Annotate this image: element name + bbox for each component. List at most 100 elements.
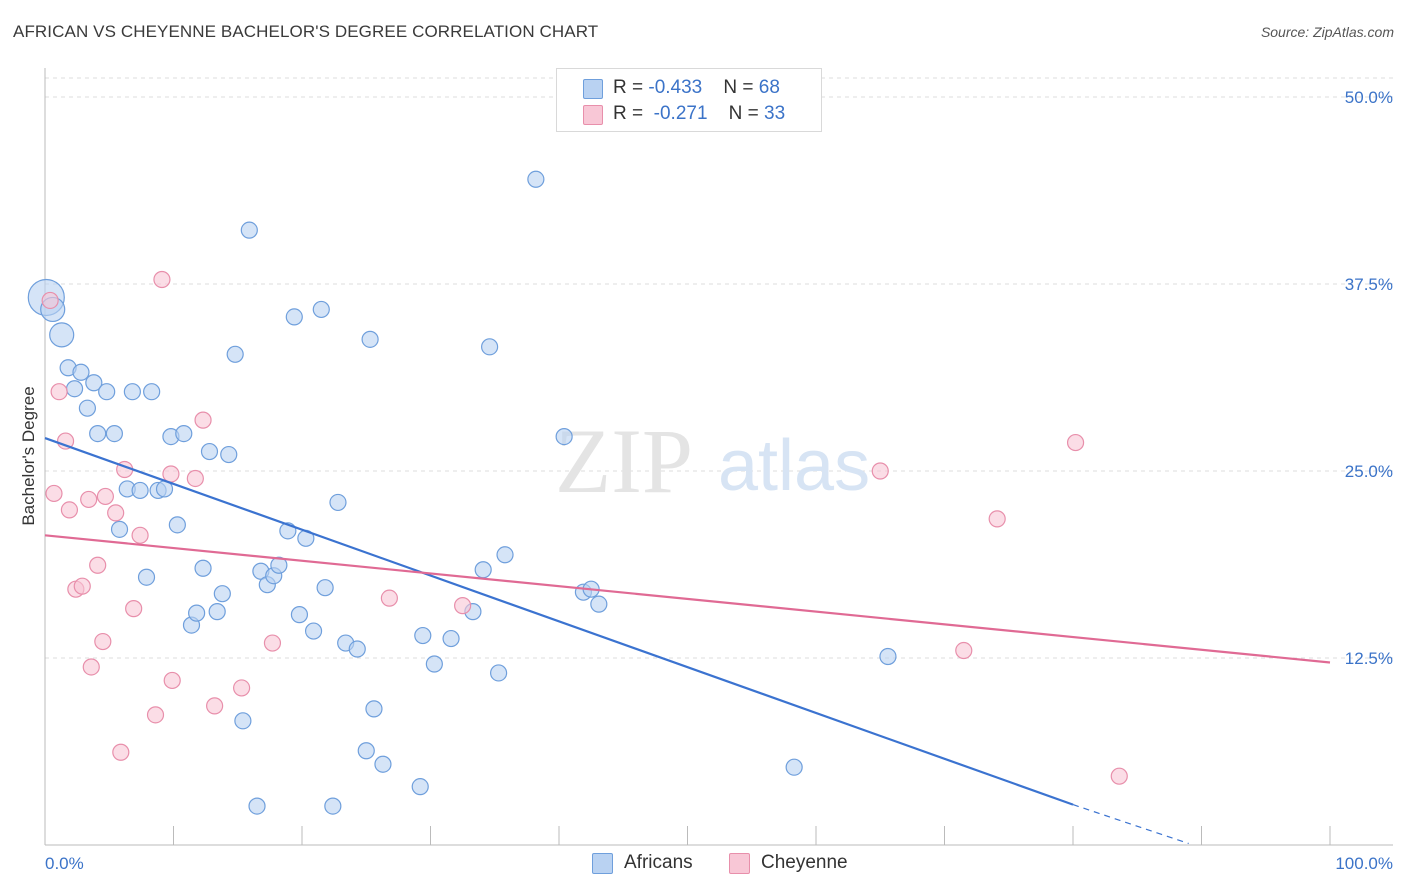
african-point xyxy=(442,629,460,648)
african-point xyxy=(175,425,193,443)
african-point xyxy=(226,345,244,363)
african-point xyxy=(474,561,492,579)
africans-legend-swatch xyxy=(592,853,613,874)
cheyenne-point xyxy=(194,411,212,429)
african-point xyxy=(285,308,303,326)
african-point xyxy=(49,322,75,348)
cheyenne-point xyxy=(89,556,107,574)
watermark: ZIP atlas xyxy=(555,410,870,512)
cheyenne-point xyxy=(82,658,100,676)
cheyenne-point xyxy=(186,469,204,488)
stats-legend: R = -0.433 N = 68 R = -0.271 N = 33 xyxy=(556,68,822,132)
cheyenne-point xyxy=(955,641,973,660)
african-point xyxy=(143,383,161,401)
african-point xyxy=(374,755,392,773)
cheyenne-legend-swatch xyxy=(729,853,750,874)
african-point xyxy=(481,338,499,356)
legend-cheyenne-text: R = -0.271 N = 33 xyxy=(613,103,785,125)
cheyenne-point xyxy=(73,577,91,595)
r-label: R = xyxy=(613,103,649,124)
african-point xyxy=(490,664,508,682)
cheyenne-point xyxy=(41,291,59,310)
y-axis-label: Bachelor's Degree xyxy=(19,386,38,525)
african-point xyxy=(200,442,219,461)
african-point xyxy=(329,493,347,512)
x-tick-label: 0.0% xyxy=(45,854,84,873)
cheyenne-point xyxy=(206,697,224,715)
african-point xyxy=(131,481,149,500)
cheyenne-point xyxy=(125,600,143,618)
african-point xyxy=(316,579,334,597)
cheyenne-legend-label: Cheyenne xyxy=(761,852,848,873)
cheyenne-point xyxy=(1110,767,1128,785)
x-tick-label: 100.0% xyxy=(1335,854,1393,873)
african-point xyxy=(213,585,231,603)
african-point xyxy=(414,626,432,645)
africans-legend-label: Africans xyxy=(624,852,693,873)
african-point xyxy=(110,520,129,538)
african-point xyxy=(123,383,141,401)
african-point xyxy=(220,445,238,464)
cheyenne-point xyxy=(107,504,125,522)
african-point xyxy=(137,568,156,586)
cheyenne-point xyxy=(45,484,63,503)
n-label: N = xyxy=(723,77,759,98)
african-point xyxy=(208,603,226,621)
cheyenne-point xyxy=(153,270,171,289)
africans-swatch xyxy=(583,79,603,99)
african-point xyxy=(365,700,383,718)
african-point xyxy=(312,300,330,319)
african-point xyxy=(270,556,288,574)
african-point xyxy=(98,383,116,401)
cheyenne-point xyxy=(454,597,472,615)
cheyenne-point xyxy=(146,706,165,724)
african-point xyxy=(324,797,342,815)
n-label: N = xyxy=(728,103,765,124)
grid-layer xyxy=(45,77,1393,659)
y-tick-label: 25.0% xyxy=(1345,462,1393,481)
cheyenne-point xyxy=(163,671,181,690)
cheyenne-point xyxy=(60,501,79,519)
cheyenne-point xyxy=(112,743,130,761)
african-point xyxy=(290,606,309,624)
cheyenne-point xyxy=(380,589,398,607)
r-value: -0.271 xyxy=(653,103,708,124)
african-point xyxy=(361,330,379,348)
african-point xyxy=(304,622,323,640)
african-point xyxy=(72,363,90,381)
axis-layer: 12.5% 25.0% 37.5% 50.0% 0.0% 100.0% xyxy=(44,68,1393,873)
cheyenne-point xyxy=(131,526,149,544)
y-tick-label: 50.0% xyxy=(1345,88,1393,107)
legend-africans-text: R = -0.433 N = 68 xyxy=(613,77,780,99)
african-point xyxy=(425,655,443,673)
trend-layer xyxy=(44,437,1331,845)
cheyenne-point xyxy=(50,383,68,401)
african-point xyxy=(78,399,97,417)
cheyenne-point xyxy=(233,679,251,697)
cheyenne-point xyxy=(80,490,98,509)
cheyenne-point xyxy=(96,487,114,506)
african-point xyxy=(188,604,206,622)
africans-trend-extension xyxy=(1072,804,1189,845)
african-point xyxy=(555,427,573,446)
african-point xyxy=(496,546,514,564)
cheyenne-swatch xyxy=(583,105,603,125)
african-point xyxy=(527,170,545,188)
african-point xyxy=(105,425,123,443)
african-point xyxy=(194,559,212,577)
y-tick-label: 37.5% xyxy=(1345,275,1393,294)
african-point xyxy=(879,647,897,666)
african-point xyxy=(411,778,429,796)
cheyenne-point xyxy=(162,465,180,483)
african-point xyxy=(357,742,375,760)
cheyenne-trend-line xyxy=(44,534,1331,664)
cheyenne-point xyxy=(94,632,112,651)
african-point xyxy=(348,640,366,658)
african-point xyxy=(85,374,103,392)
y-tick-label: 12.5% xyxy=(1345,649,1393,668)
source-label: Source: ZipAtlas.com xyxy=(1260,24,1394,40)
african-point xyxy=(248,797,266,815)
points-layer xyxy=(27,170,1128,815)
cheyenne-point xyxy=(871,462,889,480)
cheyenne-point xyxy=(988,510,1006,528)
